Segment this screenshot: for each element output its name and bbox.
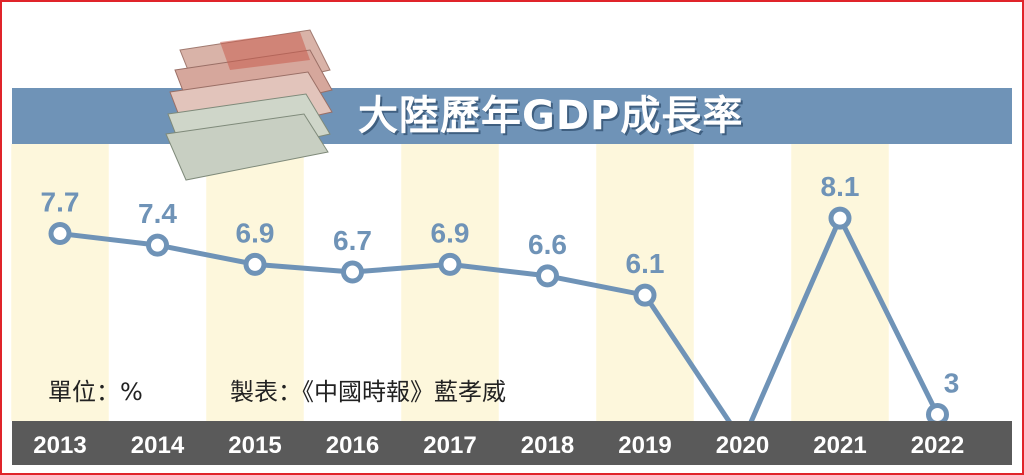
- value-label-2017: 6.9: [431, 217, 470, 248]
- banknotes-image: [165, 29, 333, 181]
- data-point-2016: [341, 260, 364, 284]
- series-line: [59, 215, 940, 444]
- value-label-2015: 6.9: [236, 217, 275, 248]
- x-tick-label-2014: 2014: [131, 432, 185, 459]
- column-stripe: [596, 144, 694, 421]
- chart-title: 大陸歷年GDP成長率: [358, 93, 744, 139]
- data-point-2018: [536, 264, 559, 288]
- column-stripe: [11, 144, 109, 421]
- value-label-2022: 3: [944, 368, 960, 399]
- x-tick-label-2016: 2016: [326, 432, 379, 459]
- x-tick-label-2020: 2020: [716, 432, 769, 459]
- column-stripe: [401, 144, 499, 421]
- x-axis-band: [12, 421, 1012, 465]
- value-label-2016: 6.7: [333, 225, 372, 256]
- x-tick-label-2018: 2018: [521, 432, 574, 459]
- source-note: 製表：《中國時報》藍孝威: [230, 378, 506, 406]
- data-point-2015: [243, 252, 267, 276]
- x-tick-label-2019: 2019: [618, 432, 671, 459]
- value-label-2018: 6.6: [528, 229, 567, 260]
- x-tick-label-2022: 2022: [911, 432, 964, 459]
- data-point-2019: [633, 283, 657, 307]
- value-label-2014: 7.4: [138, 198, 177, 229]
- x-tick-label-2015: 2015: [228, 432, 281, 459]
- x-tick-label-2021: 2021: [813, 432, 866, 459]
- data-point-2021: [828, 206, 852, 230]
- data-point-2014: [146, 233, 169, 257]
- value-label-2019: 6.1: [626, 248, 665, 279]
- data-point-2017: [438, 252, 462, 276]
- data-point-2013: [48, 222, 72, 246]
- column-stripe: [206, 144, 304, 421]
- x-tick-label-2017: 2017: [423, 432, 476, 459]
- value-label-2013: 7.7: [41, 187, 80, 218]
- unit-note: 單位：%: [48, 378, 143, 406]
- value-label-2021: 8.1: [821, 171, 860, 202]
- x-tick-label-2013: 2013: [33, 432, 86, 459]
